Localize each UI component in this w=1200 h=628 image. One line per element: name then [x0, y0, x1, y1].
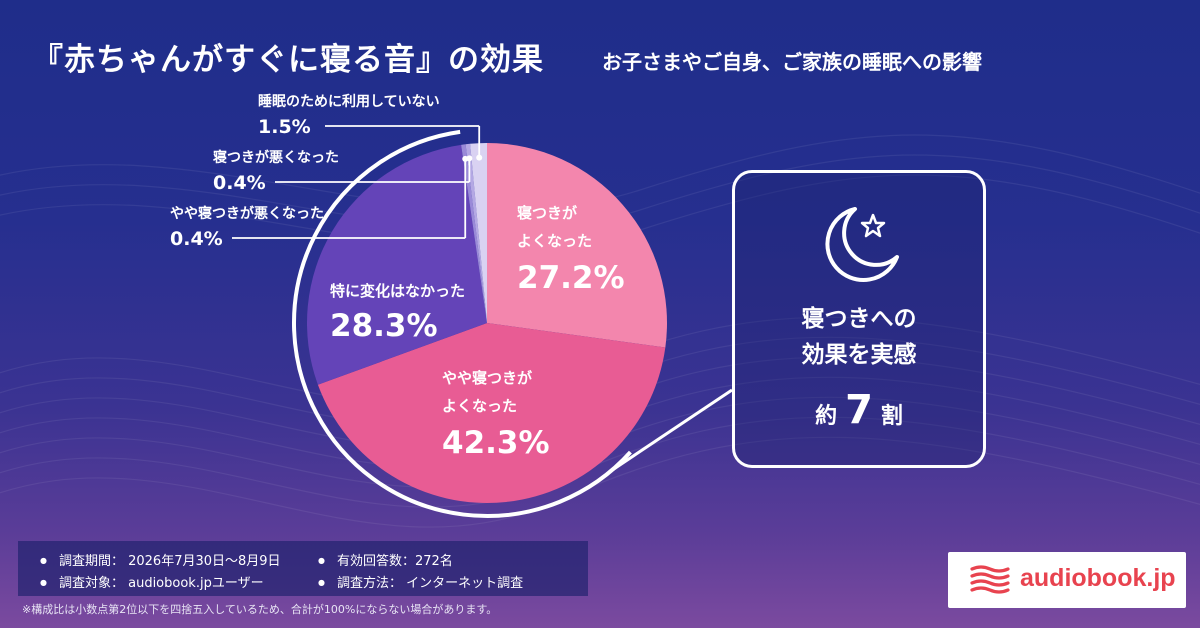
page-title: 『赤ちゃんがすぐに寝る音』の効果	[32, 42, 544, 78]
callout-value: 0.4%	[213, 172, 266, 194]
survey-responses: 有効回答数：272名	[318, 550, 453, 569]
logo-text: audiobook.jp	[1020, 564, 1176, 592]
pie-slice	[461, 144, 487, 323]
survey-method: 調査方法： インターネット調査	[318, 572, 523, 591]
callout-dot	[476, 154, 483, 161]
pie-slice	[465, 143, 487, 323]
moon-star-icon	[825, 207, 899, 282]
callout-label: 睡眠のために利用していない	[258, 93, 440, 110]
survey-period: 調査期間： 2026年7月30日～8月9日	[40, 550, 281, 569]
effect-suffix: 割	[880, 404, 903, 429]
pie-slice	[487, 143, 667, 348]
effect-number: 7	[845, 387, 873, 433]
callout-value: 0.4%	[170, 228, 223, 250]
slice-value-label: 42.3%	[442, 425, 550, 461]
effect-text-line2: 効果を実感	[801, 342, 917, 368]
pie-slice	[307, 144, 487, 385]
slice-label: 寝つきが	[517, 204, 578, 222]
brand-logo: audiobook.jp	[948, 552, 1186, 608]
footnote: ※構成比は小数点第2位以下を四捨五入しているため、合計が100%にならない場合が…	[22, 603, 498, 616]
slice-value-label: 27.2%	[517, 260, 625, 296]
ring-connector	[610, 388, 733, 473]
book-waves-icon	[970, 565, 1010, 594]
callout-label: やや寝つきが悪くなった	[170, 205, 324, 222]
slice-label: よくなった	[517, 232, 592, 250]
pie-slice	[470, 143, 487, 323]
effect-text-line1: 寝つきへの	[801, 306, 917, 332]
outer-ring	[292, 129, 632, 518]
slice-label: やや寝つきが	[442, 369, 533, 387]
slice-label: よくなった	[442, 397, 517, 415]
callout-label: 寝つきが悪くなった	[213, 149, 339, 166]
survey-info-box: 調査期間： 2026年7月30日～8月9日 有効回答数：272名 調査対象： a…	[18, 541, 588, 596]
callout-value: 1.5%	[258, 116, 311, 138]
page-subtitle: お子さまやご自身、ご家族の睡眠への影響	[602, 50, 982, 74]
survey-target: 調査対象： audiobook.jpユーザー	[40, 572, 264, 591]
slice-value-label: 28.3%	[330, 308, 438, 344]
pie-slice	[317, 323, 666, 504]
effect-prefix: 約	[815, 404, 838, 429]
callout-dot	[466, 155, 473, 162]
slice-label: 特に変化はなかった	[330, 282, 465, 300]
